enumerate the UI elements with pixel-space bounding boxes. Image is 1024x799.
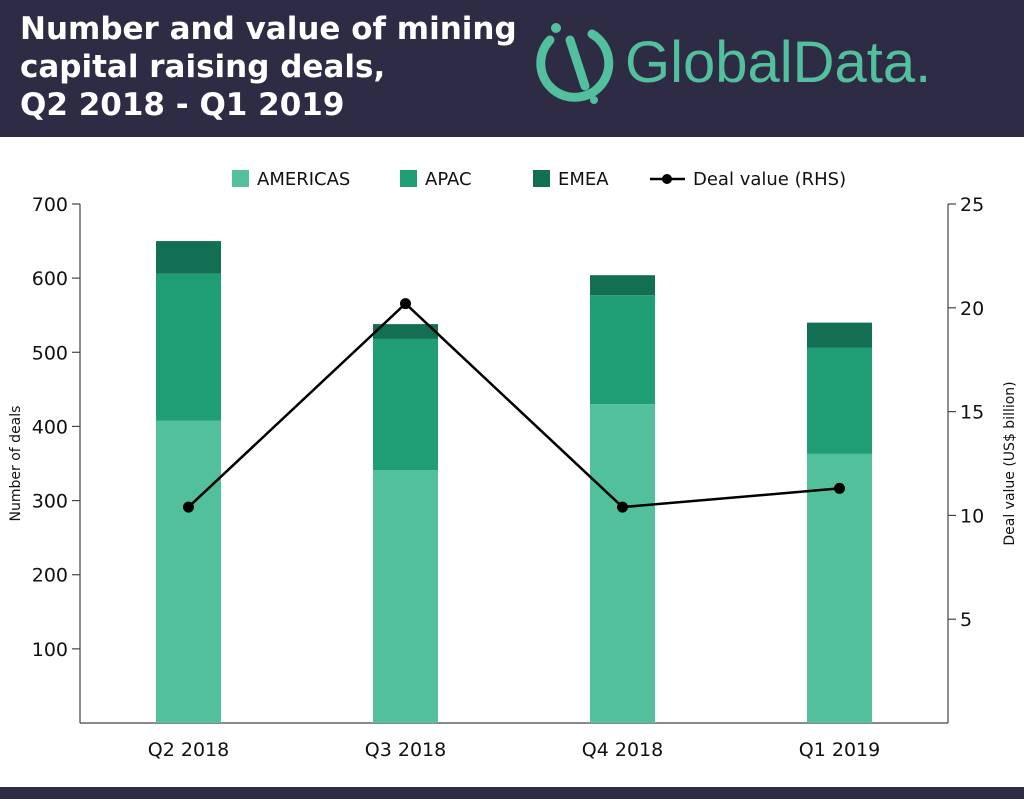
bar-apac: [156, 273, 221, 421]
y-tick-label: 400: [32, 416, 68, 438]
y2-tick-label: 10: [960, 505, 984, 527]
bar-americas: [590, 404, 655, 723]
bar-americas: [156, 420, 221, 723]
legend-swatch-emea: [533, 170, 550, 187]
y2-tick-label: 20: [960, 298, 984, 320]
header-banner: Number and value of mining capital raisi…: [0, 0, 1024, 137]
bar-apac: [807, 347, 872, 454]
chart-title: Number and value of mining capital raisi…: [20, 10, 520, 124]
title-line-1: Number and value of mining: [20, 11, 517, 47]
title-line-3: Q2 2018 - Q1 2019: [20, 87, 345, 123]
footer-bar: [0, 787, 1024, 799]
deal-value-point: [834, 482, 845, 494]
legend-swatch-apac: [400, 170, 417, 187]
title-line-2: capital raising deals,: [20, 49, 386, 85]
bar-apac: [373, 338, 438, 471]
bar-emea: [156, 241, 221, 274]
y2-tick-label: 5: [960, 609, 972, 631]
globaldata-logo-icon: [536, 23, 614, 104]
chart-area: 100 200 300 400 500 600 700 5 10 15 20 25 Q2 2018 Q3 …: [8, 169, 1018, 761]
bar-apac: [590, 295, 655, 405]
legend-swatch-americas: [232, 170, 249, 187]
legend-label-americas: AMERICAS: [257, 169, 350, 190]
y-tick-label: 700: [32, 194, 68, 216]
x-tick-label: Q2 2018: [148, 739, 229, 761]
y2-tick-label: 25: [960, 194, 984, 216]
y-tick-label: 500: [32, 342, 68, 364]
legend-label-deal-value: Deal value (RHS): [693, 169, 846, 190]
bar-emea: [590, 275, 655, 296]
deal-value-line: [187, 301, 840, 509]
bar-americas: [807, 453, 872, 723]
legend-marker-deal-value: [662, 174, 672, 184]
bar-emea: [807, 322, 872, 348]
y-tick-label: 100: [32, 639, 68, 661]
y-tick-label: 600: [32, 268, 68, 290]
globaldata-logo: GlobalData.: [536, 23, 931, 104]
bar-emea: [373, 324, 438, 339]
x-tick-label: Q1 2019: [799, 739, 880, 761]
bar-americas: [373, 470, 438, 723]
x-tick-label: Q3 2018: [365, 739, 446, 761]
y-axis-label: Number of deals: [8, 406, 24, 522]
x-tick-label: Q4 2018: [582, 739, 663, 761]
deal-value-point: [617, 501, 628, 513]
globaldata-logo-text: GlobalData.: [625, 30, 931, 95]
y-tick-label: 300: [32, 491, 68, 513]
deal-value-point: [183, 501, 194, 513]
y2-axis-label: Deal value (US$ billion): [1002, 381, 1018, 545]
y-tick-label: 200: [32, 565, 68, 587]
legend-label-apac: APAC: [425, 169, 472, 190]
legend-label-emea: EMEA: [558, 169, 609, 190]
y2-tick-label: 15: [960, 402, 984, 424]
deal-value-point: [400, 298, 411, 310]
